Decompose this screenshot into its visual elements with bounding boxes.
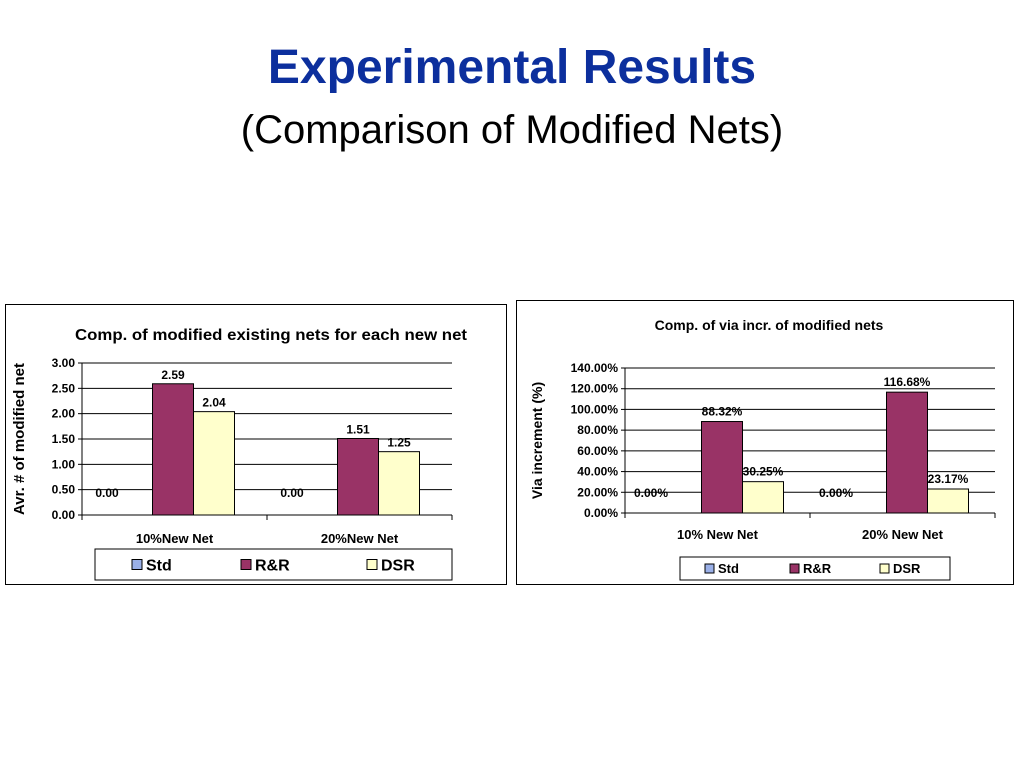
legend-swatch [789, 563, 800, 574]
y-tick-label: 1.00 [52, 457, 76, 471]
legend-label: DSR [893, 561, 921, 576]
y-tick-label: 3.00 [52, 356, 76, 370]
y-axis-label: Avr. # of modified net [11, 363, 28, 515]
y-tick-label: 0.00 [52, 508, 76, 522]
data-label: 0.00 [95, 486, 119, 500]
y-tick-label: 2.50 [52, 381, 76, 395]
y-tick-label: 140.00% [571, 361, 619, 375]
chart-modified-nets: Comp. of modified existing nets for each… [11, 327, 468, 581]
bar-rr [886, 391, 928, 514]
legend-label: R&R [803, 561, 832, 576]
x-tick-label: 10%New Net [136, 531, 214, 546]
legend-label: DSR [381, 557, 415, 574]
chart-via-increment: Comp. of via incr. of modified nets 0.00%… [529, 317, 996, 581]
y-tick-label: 100.00% [571, 402, 619, 416]
y-tick-label: 60.00% [577, 444, 618, 458]
slide-subtitle: (Comparison of Modified Nets) [240, 108, 784, 152]
x-tick-label: 10% New Net [677, 527, 759, 542]
data-label: 23.17% [928, 472, 969, 486]
legend-swatch [240, 559, 252, 570]
y-axis-label: Via increment (%) [529, 382, 545, 499]
data-label: 2.59 [161, 368, 185, 382]
legend-swatch [879, 563, 890, 574]
y-tick-label: 80.00% [577, 423, 618, 437]
data-label: 116.68% [884, 375, 931, 389]
data-label: 0.00% [819, 486, 853, 500]
legend-box [94, 548, 453, 581]
data-label: 0.00 [280, 486, 304, 500]
data-label: 1.51 [346, 422, 370, 436]
bar-dsr [742, 481, 784, 514]
y-tick-label: 0.00% [584, 506, 618, 520]
chart-modified-nets-panel: Comp. of modified existing nets for each… [5, 304, 507, 585]
y-tick-label: 0.50 [52, 483, 76, 497]
legend-swatch [366, 559, 378, 570]
bar-rr [337, 437, 379, 516]
bar-dsr [193, 411, 235, 516]
legend-swatch [131, 559, 143, 570]
bar-dsr [927, 488, 969, 514]
legend-label: Std [718, 561, 739, 576]
bar-dsr [378, 451, 420, 516]
data-label: 0.00% [634, 486, 668, 500]
y-tick-label: 40.00% [577, 465, 618, 479]
y-tick-label: 120.00% [571, 382, 619, 396]
slide-title: Experimental Results [267, 41, 757, 94]
y-tick-label: 20.00% [577, 485, 618, 499]
chart-title: Comp. of via incr. of modified nets [655, 317, 884, 333]
y-tick-label: 1.50 [52, 432, 76, 446]
legend-label: R&R [255, 557, 290, 574]
chart-via-increment-panel: Comp. of via incr. of modified nets 0.00%… [516, 300, 1014, 585]
y-tick-label: 2.00 [52, 407, 76, 421]
data-label: 2.04 [202, 396, 226, 410]
bar-rr [701, 421, 743, 514]
legend-label: Std [146, 557, 172, 574]
data-label: 30.25% [743, 465, 784, 479]
chart-title: Comp. of modified existing nets for each… [75, 327, 468, 344]
x-tick-label: 20%New Net [321, 531, 399, 546]
bar-rr [152, 383, 194, 516]
data-label: 88.32% [702, 405, 743, 419]
x-tick-label: 20% New Net [862, 527, 944, 542]
legend-swatch [704, 563, 715, 574]
legend-box [679, 556, 951, 581]
data-label: 1.25 [387, 436, 411, 450]
